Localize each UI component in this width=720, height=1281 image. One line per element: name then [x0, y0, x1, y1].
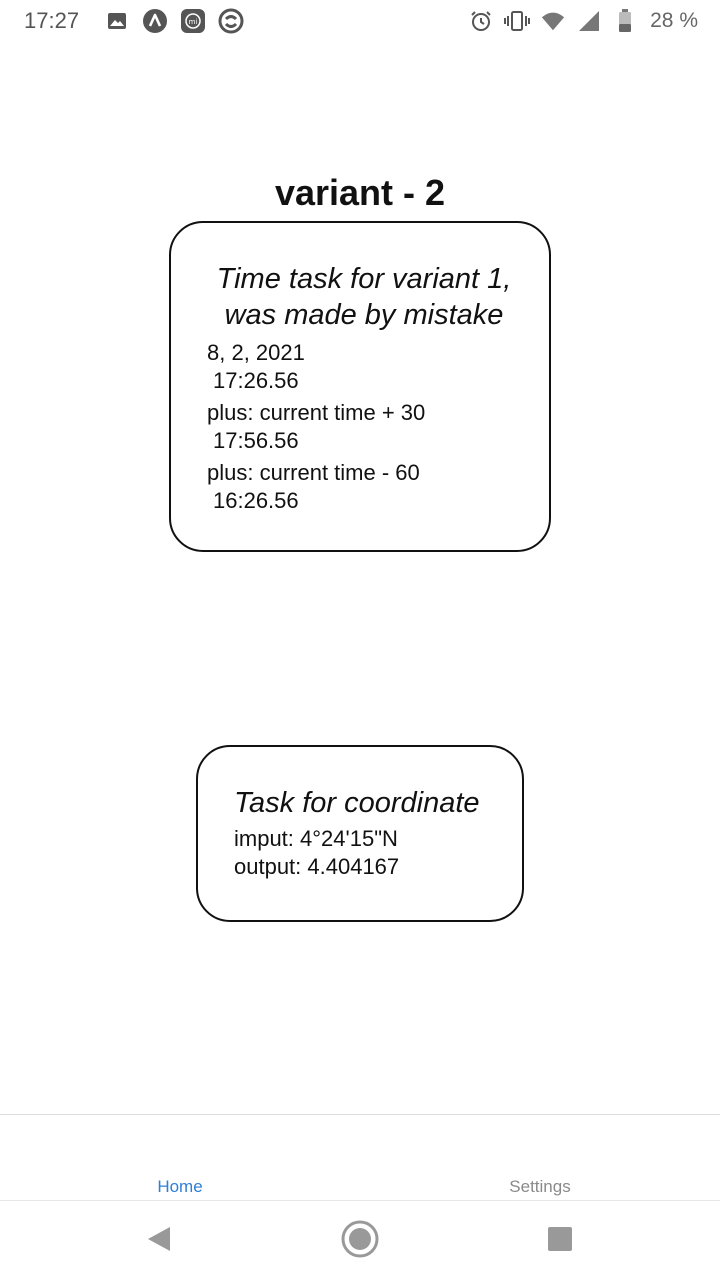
current-date: 8, 2, 2021	[207, 340, 305, 365]
alarm-icon	[468, 8, 494, 34]
sync-icon	[218, 8, 244, 34]
coordinate-task-title: Task for coordinate	[234, 787, 480, 819]
image-icon	[104, 8, 130, 34]
coordinate-input: imput: 4°24'15"N	[234, 826, 398, 851]
plus-30-time: 17:56.56	[213, 428, 299, 453]
signal-icon	[576, 8, 602, 34]
back-button[interactable]	[137, 1219, 181, 1263]
current-time: 17:26.56	[213, 368, 299, 393]
status-notification-icons: mi	[104, 8, 244, 34]
minus-60-label: plus: current time - 60	[207, 460, 420, 485]
wifi-icon	[540, 8, 566, 34]
bottom-tab-bar: Home Settings	[0, 1114, 720, 1201]
tab-settings[interactable]: Settings	[509, 1177, 571, 1196]
navigation-bar	[0, 1200, 720, 1281]
coordinate-task-card: Task for coordinate imput: 4°24'15"N out…	[196, 745, 524, 922]
plus-30-label: plus: current time + 30	[207, 400, 426, 425]
app-a-icon	[142, 8, 168, 34]
mi-icon: mi	[180, 8, 206, 34]
recents-button[interactable]	[538, 1219, 582, 1263]
time-task-title-line1: Time task for variant 1,	[216, 263, 512, 295]
home-button[interactable]	[338, 1219, 382, 1263]
tab-home[interactable]: Home	[157, 1177, 203, 1196]
time-task-title: Time task for variant 1, was made by mis…	[199, 261, 529, 333]
time-task-title-line2: was made by mistake	[224, 299, 504, 331]
plus-30-group: plus: current time + 30 17:56.56	[207, 399, 529, 455]
page-title: variant - 2	[274, 172, 446, 213]
status-bar: 17:27 mi 28 %	[0, 0, 720, 42]
status-system-icons: 28 %	[468, 8, 698, 34]
minus-60-time: 16:26.56	[213, 488, 299, 513]
minus-60-group: plus: current time - 60 16:26.56	[207, 459, 529, 515]
vibrate-icon	[504, 8, 531, 34]
status-time: 17:27	[24, 8, 80, 33]
back-icon	[146, 1225, 172, 1258]
battery-icon	[612, 8, 638, 34]
recents-icon	[547, 1226, 573, 1257]
current-date-group: 8, 2, 2021 17:26.56	[207, 339, 529, 395]
home-circle-icon	[340, 1219, 380, 1264]
time-task-card: Time task for variant 1, was made by mis…	[169, 221, 551, 552]
svg-text:mi: mi	[189, 18, 198, 26]
battery-percentage: 28 %	[650, 9, 698, 32]
coordinate-output: output: 4.404167	[234, 854, 400, 879]
